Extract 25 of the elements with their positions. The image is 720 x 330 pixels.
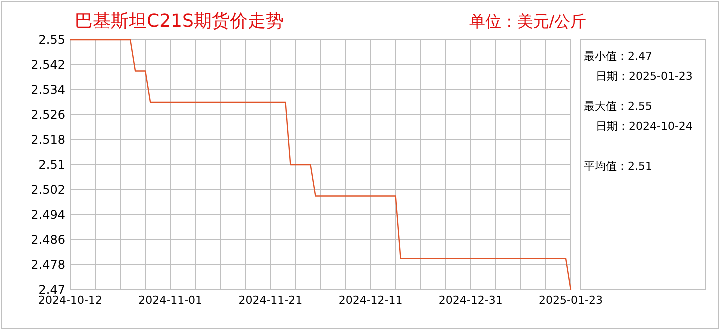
text: 最大值：2.55 xyxy=(584,100,652,113)
y-tick-label: 2.542 xyxy=(31,58,66,72)
x-tick-label: 2024-11-01 xyxy=(138,294,203,307)
y-tick-label: 2.51 xyxy=(38,158,66,172)
y-tick-label: 2.494 xyxy=(31,208,66,222)
x-tick-label: 2025-01-23 xyxy=(539,294,603,307)
y-tick-label: 2.47 xyxy=(38,283,66,297)
chart-title: 巴基斯坦C21S期货价走势 xyxy=(75,11,284,32)
text: 日期：2024-10-24 xyxy=(596,120,693,133)
text: 最小值：2.47 xyxy=(584,50,652,63)
x-tick-label: 2024-12-11 xyxy=(338,294,403,307)
y-tick-label: 2.534 xyxy=(31,83,66,97)
x-tick-label: 2024-12-31 xyxy=(438,294,503,307)
chart-subtitle: 单位：美元/公斤 xyxy=(469,12,587,31)
x-tick-label: 2024-10-12 xyxy=(38,294,102,307)
y-tick-label: 2.486 xyxy=(31,233,66,247)
x-tick-label: 2024-11-21 xyxy=(238,294,303,307)
text: 平均值：2.51 xyxy=(584,160,652,173)
y-tick-label: 2.478 xyxy=(31,258,66,272)
text: 日期：2025-01-23 xyxy=(596,70,693,83)
line-series xyxy=(70,39,572,291)
y-tick-label: 2.526 xyxy=(31,108,66,122)
y-tick-label: 2.55 xyxy=(38,33,66,47)
y-tick-label: 2.502 xyxy=(31,183,66,197)
y-tick-label: 2.518 xyxy=(31,133,66,147)
